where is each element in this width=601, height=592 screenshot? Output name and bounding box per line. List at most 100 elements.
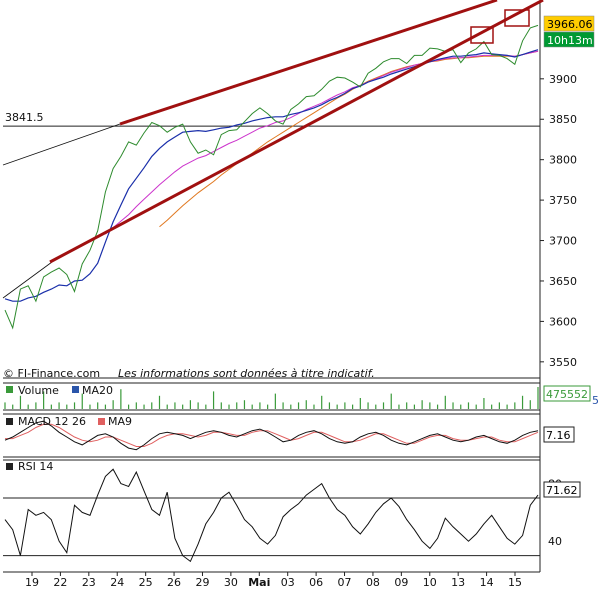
y-axis: 3550 3600 3650 3700 3750 3800 3850 3900 — [540, 73, 577, 369]
reference-level-label: 3841.5 — [5, 111, 44, 124]
price-line — [4, 24, 539, 330]
volume-legend-swatch — [6, 386, 13, 393]
x-tick-label: Mai — [248, 576, 270, 589]
volume-bar — [444, 395, 446, 409]
volume-bar — [498, 402, 500, 409]
volume-bar — [506, 404, 508, 409]
rsi-value-badge — [543, 481, 581, 498]
rsi-panel: 4080 — [3, 463, 562, 563]
volume-value-badge — [543, 385, 591, 402]
volume-ma20-legend-swatch — [72, 386, 79, 393]
rsi-value: 71.62 — [546, 484, 578, 497]
x-tick-label: 03 — [281, 576, 295, 589]
volume-bar — [81, 393, 83, 409]
volume-bar — [151, 402, 153, 409]
y-tick-label: 3750 — [549, 194, 577, 207]
x-tick-label: 06 — [309, 576, 323, 589]
support-trend-line — [49, 0, 544, 264]
volume-bar — [220, 402, 222, 409]
ma20-line — [4, 49, 539, 302]
x-tick-label: 14 — [480, 576, 494, 589]
volume-bar — [97, 402, 99, 409]
x-tick-label: 08 — [366, 576, 380, 589]
x-tick-label: 25 — [139, 576, 153, 589]
ma50-line — [105, 50, 539, 235]
volume-bar — [290, 404, 292, 409]
price-panel — [4, 24, 539, 330]
volume-bar — [274, 393, 276, 409]
volume-legend-label: Volume — [18, 384, 59, 397]
volume-bar — [537, 387, 539, 409]
trend-lines — [2, 0, 544, 299]
volume-bar — [43, 391, 45, 409]
volume-bar — [475, 404, 477, 409]
x-tick-label: 24 — [110, 576, 124, 589]
macd-legend-label: MACD 12 26 — [18, 415, 86, 428]
volume-bar — [259, 402, 261, 409]
x-tick-label: 15 — [508, 576, 522, 589]
volume-bar — [27, 404, 29, 409]
volume-bar — [174, 402, 176, 409]
volume-bar — [521, 395, 524, 409]
volume-bar — [50, 404, 52, 409]
y-tick-label: 3800 — [549, 154, 577, 167]
volume-bar — [205, 404, 207, 409]
volume-bar — [104, 404, 107, 409]
volume-bar — [305, 400, 307, 409]
volume-bar — [429, 402, 431, 409]
volume-bar — [12, 404, 14, 409]
last-price-badge — [543, 15, 595, 32]
ma100-line — [159, 50, 539, 228]
volume-bar — [4, 402, 6, 409]
x-tick-label: 13 — [451, 576, 465, 589]
volume-bar — [228, 404, 230, 409]
panel-frames — [3, 0, 541, 573]
volume-bar — [413, 404, 416, 409]
volume-bar — [436, 404, 439, 409]
rsi-tick-label: 40 — [548, 535, 562, 548]
macd-ma9-legend-label: MA9 — [108, 415, 132, 428]
macd-ma9-line — [5, 423, 539, 447]
x-tick-label: 23 — [82, 576, 96, 589]
volume-bar — [460, 404, 462, 409]
time-badge — [543, 31, 595, 48]
macd-ma9-legend-swatch — [98, 418, 105, 425]
volume-bar — [328, 402, 331, 409]
volume-extra: 5 — [592, 394, 599, 407]
volume-panel — [4, 386, 539, 409]
rsi-legend-label: RSI 14 — [18, 460, 53, 473]
volume-value: 475552 — [546, 388, 588, 401]
volume-bar — [112, 400, 114, 409]
volume-bar — [467, 402, 470, 409]
x-axis: 19 22 23 24 25 26 29 30 Mai 03 06 07 08 09 10 13 14 15 — [25, 572, 522, 589]
rsi-legend-swatch — [6, 463, 13, 470]
volume-bar — [282, 402, 284, 409]
x-tick-label: 19 — [25, 576, 39, 589]
volume-bar — [390, 393, 392, 409]
volume-bar — [166, 404, 168, 409]
x-tick-label: 22 — [53, 576, 67, 589]
watermark-text: Les informations sont données à titre in… — [118, 367, 375, 380]
volume-bar — [135, 402, 137, 409]
y-tick-label: 3650 — [549, 275, 577, 288]
volume-ma20-legend-label: MA20 — [82, 384, 113, 397]
last-price-value: 3966.06 — [547, 18, 593, 31]
volume-bar — [398, 404, 400, 409]
volume-bar — [406, 402, 408, 409]
x-tick-label: 09 — [394, 576, 408, 589]
x-tick-label: 30 — [224, 576, 238, 589]
rsi-line — [4, 468, 539, 563]
volume-bar — [66, 404, 68, 409]
highlight-box-2 — [504, 9, 530, 27]
time-badge-value: 10h13m — [547, 34, 593, 47]
volume-bar — [321, 395, 323, 409]
y-tick-label: 3700 — [549, 235, 577, 248]
volume-bar — [197, 402, 199, 409]
volume-bar — [127, 404, 130, 409]
volume-bar — [352, 404, 354, 409]
volume-bar — [35, 402, 37, 409]
volume-bar — [359, 398, 361, 409]
volume-bar — [483, 398, 485, 409]
volume-bar — [382, 402, 385, 409]
